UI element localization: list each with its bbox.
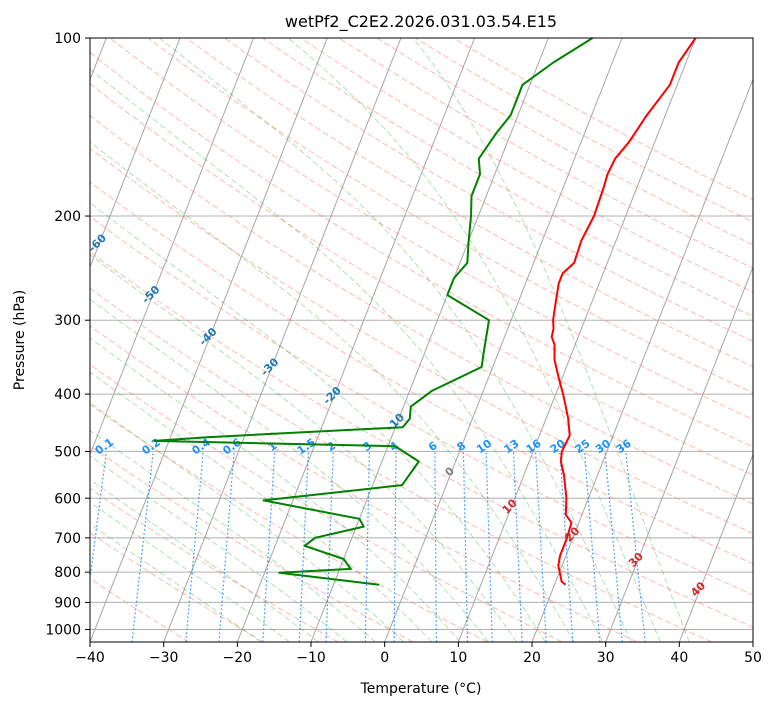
isotherm-line <box>90 38 328 642</box>
dry-adiabat-line <box>90 487 339 642</box>
x-tick-label: 50 <box>744 650 762 666</box>
moist-adiabat-line <box>90 68 604 642</box>
x-tick-label: 40 <box>670 650 688 666</box>
dry-adiabat-line <box>90 403 488 642</box>
dry-adiabat-line <box>185 38 753 368</box>
moist-adiabat-line <box>159 38 632 642</box>
dry-adiabat-line <box>90 363 563 642</box>
y-tick-label: 300 <box>54 313 81 329</box>
y-tick-label: 400 <box>54 387 81 403</box>
dry-adiabats <box>90 38 753 642</box>
isotherm-line <box>531 78 753 642</box>
isotherm-line <box>236 38 476 642</box>
y-tick-label: 700 <box>54 531 81 547</box>
x-tick-label: 0 <box>380 650 389 666</box>
y-tick-label: 600 <box>54 491 81 507</box>
moist-adiabat-line <box>287 38 661 642</box>
moist-adiabat-line <box>90 523 262 642</box>
y-tick-label: 500 <box>54 444 81 460</box>
x-axis-ticks: −40 −30 −20 −10 0 10 20 30 40 50 <box>75 642 762 666</box>
isotherm-line <box>384 38 623 642</box>
plot-area: -100-90-80-70-60-50-40-30-20-10010203040… <box>90 38 753 642</box>
isotherm-line <box>90 38 255 456</box>
y-axis-ticks: 100 200 300 400 500 600 700 800 900 1000 <box>45 31 90 638</box>
x-tick-label: −30 <box>149 650 179 666</box>
chart-title: wetPf2_C2E2.2026.031.03.54.E15 <box>285 12 557 32</box>
dry-adiabat-line <box>90 215 753 596</box>
dry-adiabat-line <box>90 532 264 642</box>
y-axis-label: Pressure (hPa) <box>12 290 28 390</box>
dry-adiabat-line <box>90 115 753 505</box>
x-tick-label: 30 <box>597 650 615 666</box>
temperature-profile-line <box>550 38 697 586</box>
isotherm-line <box>90 38 181 269</box>
dry-adiabat-line <box>109 38 753 421</box>
dry-adiabat-line <box>90 181 753 565</box>
moist-adiabat-line <box>90 402 405 642</box>
dry-adiabat-line <box>90 325 638 642</box>
y-tick-label: 100 <box>54 31 81 47</box>
moist-adiabat-line <box>90 298 489 642</box>
moist-adiabat-line <box>412 38 690 642</box>
x-axis-label: Temperature (°C) <box>360 681 482 697</box>
x-tick-label: −10 <box>296 650 326 666</box>
isotherm-line <box>457 38 697 642</box>
mixing-ratio-lines <box>90 451 646 642</box>
dry-adiabat-line <box>262 38 753 317</box>
dry-adiabat-line <box>90 83 753 476</box>
dry-adiabat-line <box>300 38 753 293</box>
moist-adiabat-line <box>90 371 433 642</box>
y-tick-label: 1000 <box>45 622 81 638</box>
isotherm-line <box>163 38 402 642</box>
moist-adiabat-line <box>90 429 376 642</box>
isotherm-line <box>605 265 753 642</box>
moist-adiabat-line <box>90 501 290 642</box>
mixing-ratio-line <box>90 451 108 584</box>
plot-frame <box>89 37 754 643</box>
moist-adiabat-line <box>90 455 348 642</box>
sounding-profiles <box>153 38 697 586</box>
dewpoint-profile-line <box>153 38 594 586</box>
dry-adiabat-line <box>90 287 712 642</box>
x-tick-label: 20 <box>523 650 541 666</box>
y-tick-label: 200 <box>54 209 81 225</box>
moist-adiabat-line <box>90 202 546 642</box>
isotherm-line <box>678 453 753 642</box>
moist-adiabat-line <box>90 337 461 642</box>
y-tick-label: 900 <box>54 595 81 611</box>
x-tick-label: −40 <box>75 650 105 666</box>
dry-adiabat-line <box>90 251 753 628</box>
moist-adiabat-line <box>90 141 575 642</box>
y-tick-label: 800 <box>54 565 81 581</box>
x-tick-label: −20 <box>223 650 253 666</box>
dry-adiabat-line <box>90 147 753 534</box>
dry-adiabat-line <box>224 38 753 342</box>
x-tick-label: 10 <box>449 650 467 666</box>
